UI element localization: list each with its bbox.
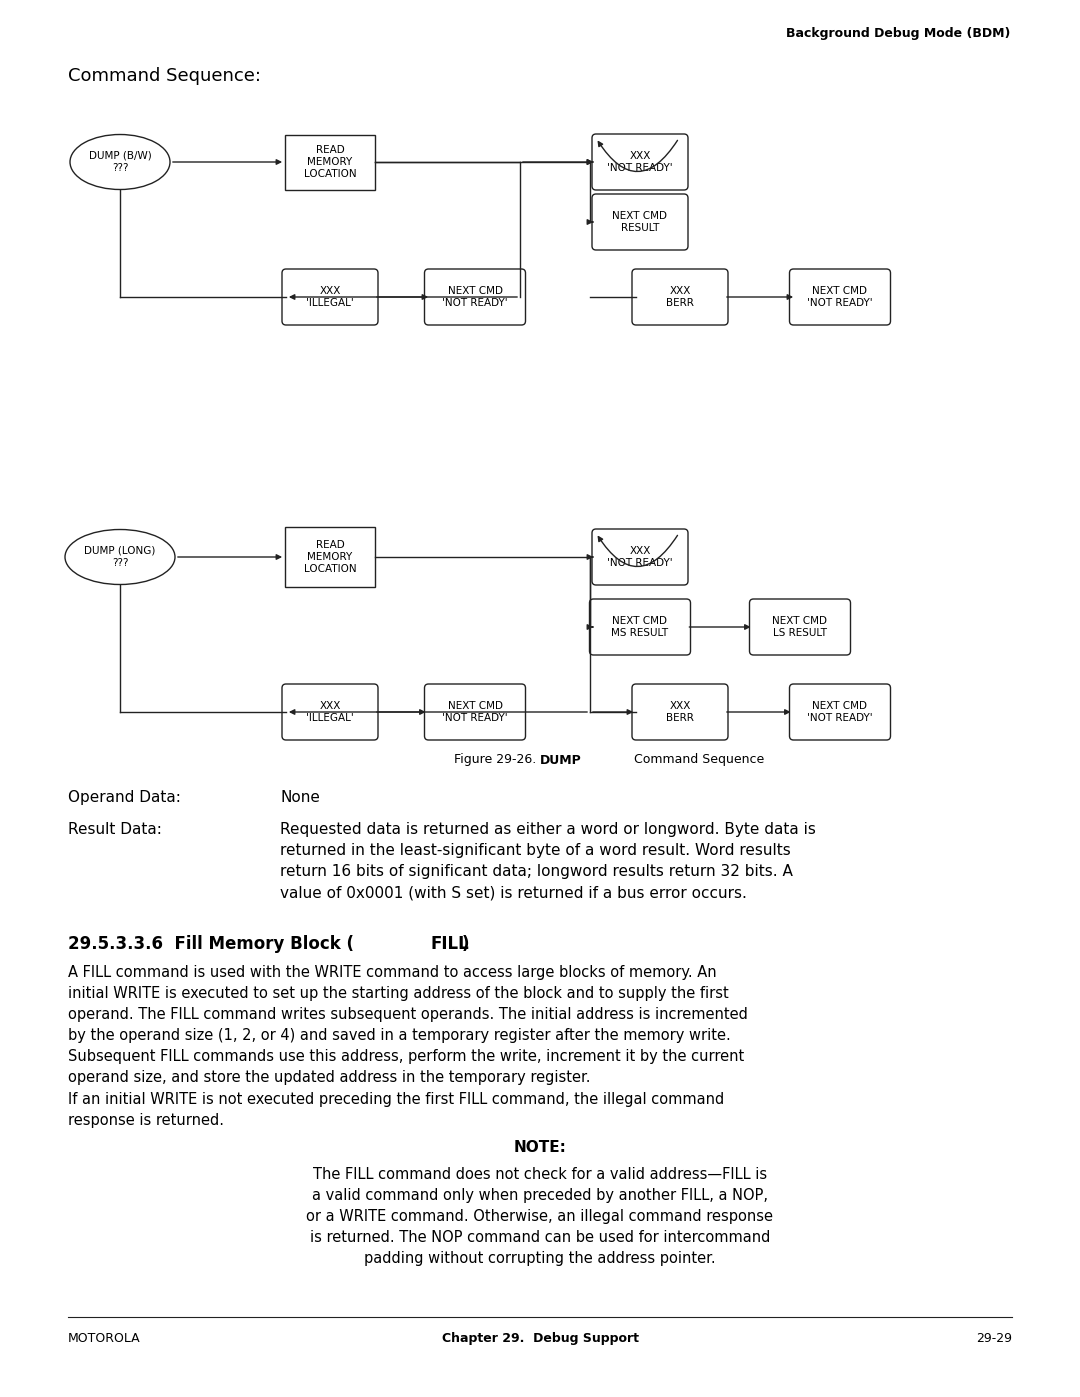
Text: ): ) [462, 935, 470, 953]
Text: 29.5.3.3.6  Fill Memory Block (: 29.5.3.3.6 Fill Memory Block ( [68, 935, 354, 953]
Text: MOTOROLA: MOTOROLA [68, 1331, 140, 1345]
Text: XXX
'ILLEGAL': XXX 'ILLEGAL' [306, 701, 354, 724]
Text: Command Sequence: Command Sequence [630, 753, 765, 767]
Text: The FILL command does not check for a valid address—FILL is
a valid command only: The FILL command does not check for a va… [307, 1166, 773, 1266]
Text: NEXT CMD
'NOT READY': NEXT CMD 'NOT READY' [807, 286, 873, 309]
Text: XXX
BERR: XXX BERR [666, 286, 694, 309]
Text: 29-29: 29-29 [976, 1331, 1012, 1345]
Text: FILL: FILL [430, 935, 469, 953]
Text: DUMP (B/W)
???: DUMP (B/W) ??? [89, 151, 151, 173]
Text: If an initial WRITE is not executed preceding the first FILL command, the illega: If an initial WRITE is not executed prec… [68, 1092, 725, 1127]
Text: DUMP: DUMP [540, 753, 582, 767]
Text: NEXT CMD
LS RESULT: NEXT CMD LS RESULT [772, 616, 827, 638]
Text: Requested data is returned as either a word or longword. Byte data is
returned i: Requested data is returned as either a w… [280, 821, 815, 900]
Text: READ
MEMORY
LOCATION: READ MEMORY LOCATION [303, 539, 356, 574]
Text: XXX
'NOT READY': XXX 'NOT READY' [607, 151, 673, 173]
Text: Background Debug Mode (BDM): Background Debug Mode (BDM) [785, 27, 1010, 41]
Text: A FILL command is used with the WRITE command to access large blocks of memory. : A FILL command is used with the WRITE co… [68, 965, 747, 1085]
Text: NEXT CMD
MS RESULT: NEXT CMD MS RESULT [611, 616, 669, 638]
Text: NEXT CMD
RESULT: NEXT CMD RESULT [612, 211, 667, 233]
Text: NOTE:: NOTE: [514, 1140, 566, 1155]
Text: Command Sequence:: Command Sequence: [68, 67, 261, 85]
Text: XXX
'ILLEGAL': XXX 'ILLEGAL' [306, 286, 354, 309]
Text: XXX
BERR: XXX BERR [666, 701, 694, 724]
Text: Figure 29-26.: Figure 29-26. [454, 753, 540, 767]
Text: Operand Data:: Operand Data: [68, 789, 180, 805]
Text: NEXT CMD
'NOT READY': NEXT CMD 'NOT READY' [442, 286, 508, 309]
Text: DUMP (LONG)
???: DUMP (LONG) ??? [84, 546, 156, 569]
Text: None: None [280, 789, 320, 805]
Text: Result Data:: Result Data: [68, 821, 162, 837]
Text: NEXT CMD
'NOT READY': NEXT CMD 'NOT READY' [807, 701, 873, 724]
Text: READ
MEMORY
LOCATION: READ MEMORY LOCATION [303, 145, 356, 179]
Text: Chapter 29.  Debug Support: Chapter 29. Debug Support [442, 1331, 638, 1345]
Text: XXX
'NOT READY': XXX 'NOT READY' [607, 546, 673, 569]
Text: NEXT CMD
'NOT READY': NEXT CMD 'NOT READY' [442, 701, 508, 724]
